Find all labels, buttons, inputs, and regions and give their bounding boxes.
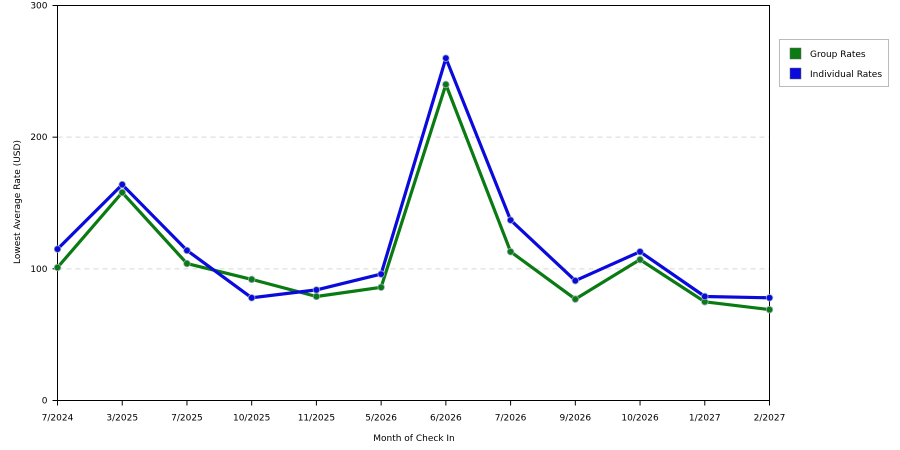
data-point-individual-rates — [53, 245, 62, 253]
data-point-individual-rates — [377, 270, 385, 278]
plot-frame — [57, 5, 770, 401]
data-point-individual-rates — [765, 294, 774, 302]
legend: Group Rates Individual Rates — [779, 39, 889, 87]
data-point-individual-rates — [312, 286, 321, 294]
x-tick-label: 7/2025 — [171, 414, 203, 424]
data-point-individual-rates — [506, 216, 515, 224]
data-point-individual-rates — [701, 292, 709, 301]
y-tick-label: 300 — [30, 2, 47, 12]
y-tick-label: 200 — [30, 133, 47, 143]
series-line-group-rates — [56, 82, 770, 312]
x-tick-label: 7/2024 — [42, 414, 74, 424]
x-tick-label: 10/2026 — [621, 414, 659, 424]
data-point-individual-rates — [636, 248, 644, 256]
legend-swatch-individual-rates — [789, 67, 802, 80]
x-tick-label: 5/2026 — [365, 414, 397, 424]
data-point-group-rates — [247, 275, 256, 284]
data-point-group-rates — [571, 295, 580, 303]
x-tick-label: 2/2027 — [754, 414, 786, 424]
data-point-group-rates — [506, 248, 515, 256]
series-line-individual-rates — [56, 56, 770, 300]
legend-label-individual-rates: Individual Rates — [810, 70, 882, 80]
data-point-group-rates — [377, 283, 385, 291]
data-point-group-rates — [765, 305, 774, 314]
data-point-group-rates — [312, 292, 321, 301]
data-point-individual-rates — [442, 54, 450, 62]
y-axis: 0 100 200 300 — [30, 2, 58, 407]
y-axis-title: Lowest Average Rate (USD) — [13, 140, 23, 264]
x-tick-label: 6/2026 — [430, 414, 462, 424]
x-tick-label: 11/2025 — [298, 414, 335, 424]
x-tick-label: 1/2027 — [689, 414, 721, 424]
legend-swatch-group-rates — [789, 47, 802, 60]
y-tick-label: 100 — [30, 265, 47, 275]
series-lines — [53, 54, 774, 314]
data-point-group-rates — [183, 259, 191, 268]
data-point-individual-rates — [118, 180, 126, 189]
data-point-individual-rates — [247, 294, 256, 302]
x-tick-label: 10/2025 — [233, 414, 270, 424]
y-tick-label: 0 — [42, 397, 48, 407]
data-point-individual-rates — [183, 246, 191, 255]
data-point-group-rates — [118, 188, 126, 197]
x-tick-label: 3/2025 — [106, 414, 138, 424]
x-axis-title: Month of Check In — [373, 434, 455, 444]
data-point-group-rates — [442, 80, 450, 89]
x-tick-label: 9/2026 — [559, 414, 591, 424]
gridlines — [57, 136, 770, 270]
x-axis: 7/2024 3/2025 7/2025 10/2025 11/2025 5/2026 6/… — [42, 400, 786, 424]
data-point-group-rates — [636, 255, 644, 264]
data-point-group-rates — [53, 263, 62, 272]
data-point-individual-rates — [571, 276, 580, 285]
legend-label-group-rates: Group Rates — [810, 50, 866, 60]
x-tick-label: 7/2026 — [495, 414, 527, 424]
